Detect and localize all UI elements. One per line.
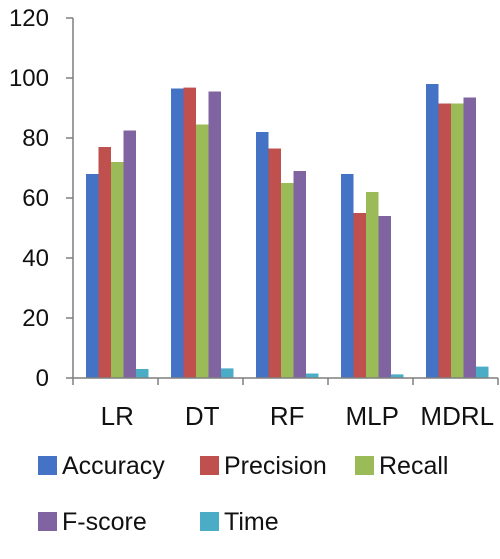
legend-item-accuracy: Accuracy [38,452,165,480]
legend-swatch [38,512,57,531]
y-axis: 0 20 40 60 80 100 120 [9,5,74,392]
y-tick-label: 40 [22,245,49,272]
legend-swatch [355,456,374,475]
legend-swatch [200,456,219,475]
bar-rf-time [306,373,319,378]
bar-lr-time [136,369,149,378]
bar-mlp-recall [366,192,379,378]
y-tick-label: 0 [36,365,49,392]
y-tick-label: 100 [9,65,49,92]
bars [86,84,489,378]
legend-label: Time [224,508,279,536]
bar-mlp-accuracy [341,174,354,378]
bar-dt-recall [196,124,209,378]
bar-mdrl-precision [438,103,451,378]
legend-item-time: Time [200,508,279,536]
bar-lr-f-score [123,130,136,378]
bar-mdrl-accuracy [426,84,439,378]
bar-dt-precision [183,87,196,378]
legend-label: F-score [62,508,147,536]
y-tick-label: 20 [22,305,49,332]
bar-mlp-precision [353,213,366,378]
x-category-label: MDRL [420,401,494,431]
legend-label: Accuracy [62,452,165,480]
bar-rf-accuracy [256,132,269,378]
bar-mdrl-time [476,366,489,378]
bar-mlp-f-score [378,216,391,378]
bar-mdrl-f-score [463,97,476,378]
legend-label: Recall [379,452,448,480]
bar-dt-accuracy [171,88,184,378]
bar-dt-f-score [208,91,221,378]
legend-swatch [38,456,57,475]
legend-item-f-score: F-score [38,508,147,536]
bar-rf-recall [281,183,294,378]
bar-mlp-time [391,374,404,378]
y-tick-label: 60 [22,185,49,212]
legend-swatch [200,512,219,531]
x-category-label: MLP [346,401,399,431]
bar-mdrl-recall [451,103,464,378]
bar-rf-precision [268,148,281,378]
y-tick-label: 80 [22,125,49,152]
legend: Accuracy Precision Recall F-score Time [38,452,448,536]
bar-lr-accuracy [86,174,99,378]
bar-lr-precision [98,147,111,378]
legend-item-precision: Precision [200,452,327,480]
x-axis: LR DT RF MLP MDRL [72,377,499,431]
bar-dt-time [221,368,234,378]
x-category-label: RF [270,401,305,431]
bar-rf-f-score [293,171,306,378]
y-tick-label: 120 [9,5,49,32]
x-category-label: DT [185,401,220,431]
x-category-label: LR [101,401,134,431]
bar-lr-recall [111,162,124,378]
legend-label: Precision [224,452,327,480]
legend-item-recall: Recall [355,452,448,480]
